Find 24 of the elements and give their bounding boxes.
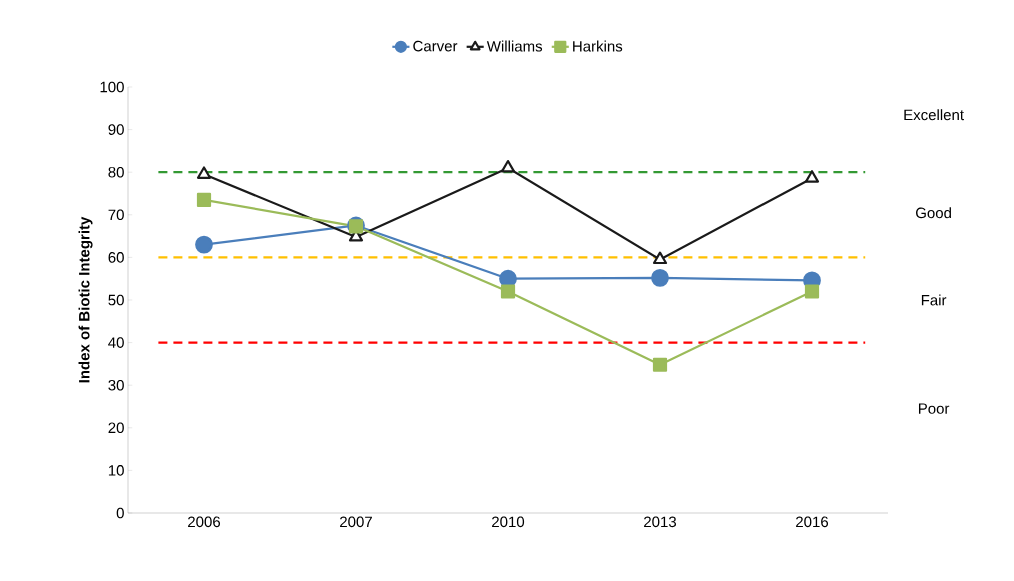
x-tick-label: 2013 xyxy=(644,516,677,528)
text: Excellent xyxy=(904,109,964,121)
y-tick-label: 30 xyxy=(108,379,124,391)
x-tick-label: 2016 xyxy=(796,516,829,528)
y-axis-title: Index of Biotic Integrity xyxy=(78,216,93,383)
y-tick-label: 80 xyxy=(108,166,124,178)
y-tick-label: 10 xyxy=(108,465,124,476)
legend-label: Harkins xyxy=(573,40,623,52)
y-tick-label: 50 xyxy=(108,294,124,306)
y-tick-label: 100 xyxy=(100,81,124,93)
y-tick-label: 40 xyxy=(108,337,124,348)
text: Fair xyxy=(921,294,947,306)
x-tick-label: 2010 xyxy=(492,516,525,528)
text: Good xyxy=(916,207,951,219)
y-tick-label: 70 xyxy=(108,209,124,221)
text: Poor xyxy=(918,403,950,414)
legend-label: Williams xyxy=(486,40,543,52)
x-tick-label: 2007 xyxy=(340,516,372,528)
y-tick-label: 0 xyxy=(116,507,124,519)
y-tick-label: 20 xyxy=(108,422,124,434)
y-tick-label: 60 xyxy=(108,252,124,263)
legend-label: Carver xyxy=(413,40,458,52)
y-tick-label: 90 xyxy=(108,124,124,135)
x-tick-label: 2006 xyxy=(188,516,221,528)
